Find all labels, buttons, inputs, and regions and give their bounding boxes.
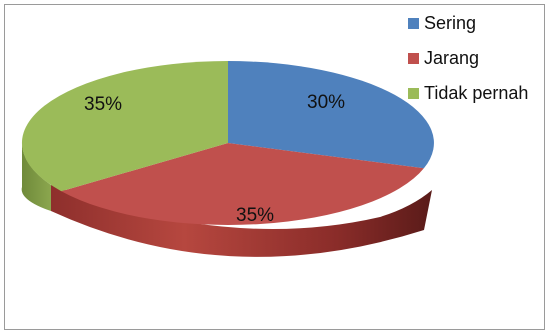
slice-side-jarang [51, 185, 432, 257]
legend: Sering Jarang Tidak pernah [408, 13, 528, 103]
legend-swatch-jarang [408, 53, 419, 64]
legend-label-sering: Sering [424, 13, 476, 33]
legend-label-tidak-pernah: Tidak pernah [424, 83, 528, 103]
legend-label-jarang: Jarang [424, 48, 479, 68]
slice-tidak-pernah [21, 60, 229, 192]
legend-swatch-sering [408, 18, 419, 29]
legend-swatch-tidak-pernah [408, 88, 419, 99]
slice-sering [228, 61, 434, 169]
slice-side-tidak-pernah [21, 143, 51, 211]
data-label-tidak-pernah: 35% [84, 94, 122, 115]
data-label-jarang: 35% [236, 205, 274, 226]
slice-jarang [61, 143, 424, 225]
data-label-sering: 30% [307, 92, 345, 113]
